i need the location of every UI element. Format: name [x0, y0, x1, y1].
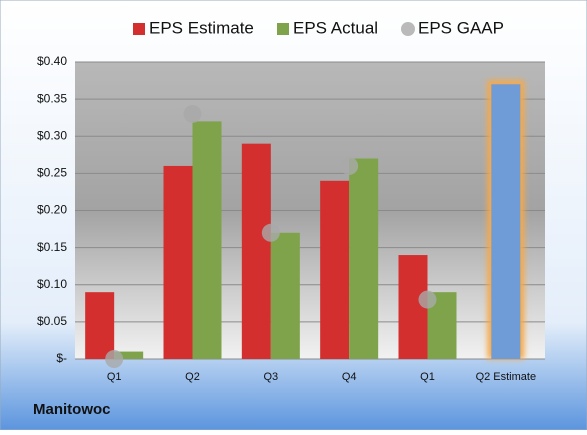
gaap-dot — [261, 223, 280, 242]
y-tick-label: $0.40 — [37, 54, 67, 68]
legend-marker — [133, 23, 145, 35]
x-tick-label: Q1 — [107, 371, 122, 383]
y-tick-label: $0.10 — [37, 277, 67, 291]
gaap-dot — [183, 104, 202, 123]
y-tick-label: $0.05 — [37, 314, 67, 328]
legend-label: EPS Estimate — [149, 18, 254, 37]
y-tick-label: $0.25 — [37, 166, 67, 180]
legend-marker — [401, 22, 415, 36]
bar — [114, 351, 144, 359]
x-tick-label: Q1 — [420, 371, 435, 383]
y-tick-label: $- — [56, 351, 67, 365]
gaap-dot — [340, 156, 359, 175]
forecast-bar — [491, 84, 521, 360]
gaap-dot — [418, 290, 437, 309]
bar — [349, 158, 379, 359]
x-tick-label: Q3 — [263, 371, 278, 383]
footer: Manitowoc — [33, 401, 111, 418]
bar — [163, 165, 193, 359]
x-tick-label: Q4 — [342, 371, 357, 383]
legend-label: EPS Actual — [293, 18, 378, 37]
bar — [320, 180, 350, 359]
y-tick-label: $0.20 — [37, 203, 67, 217]
x-tick-label: Q2 Estimate — [476, 371, 537, 383]
bar — [270, 232, 300, 359]
legend-label: EPS GAAP — [418, 18, 504, 37]
y-tick-label: $0.15 — [37, 240, 67, 254]
legend-marker — [277, 23, 289, 35]
bar — [241, 143, 271, 359]
y-tick-label: $0.30 — [37, 128, 67, 142]
gaap-dot — [105, 350, 124, 368]
x-tick-label: Q2 — [185, 371, 200, 383]
bar — [192, 121, 222, 360]
y-tick-label: $0.35 — [37, 91, 67, 105]
bar — [85, 292, 115, 359]
